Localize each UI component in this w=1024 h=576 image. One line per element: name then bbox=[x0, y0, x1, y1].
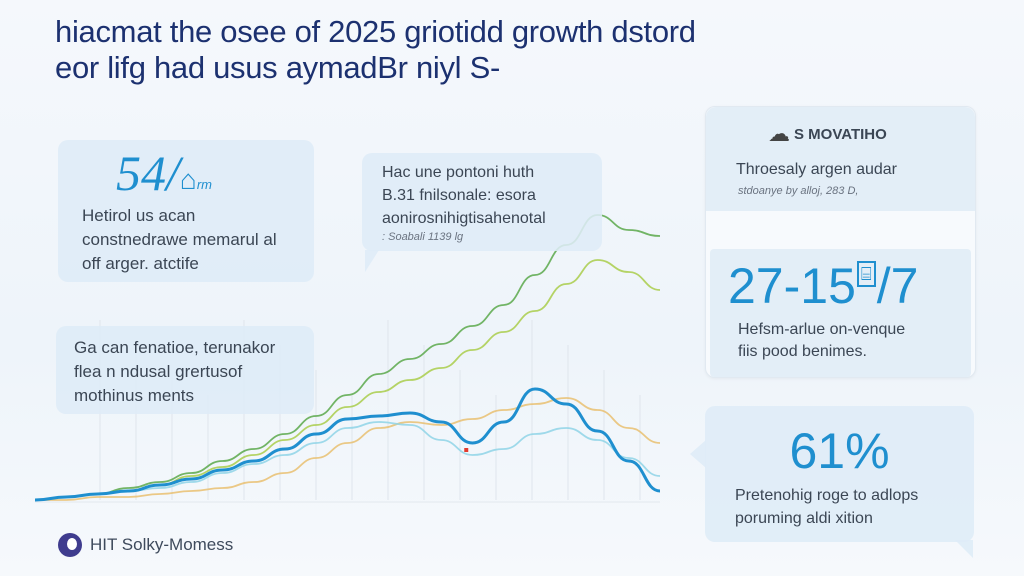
info-card-left-bottom: Ga can fenatioe, terunakor flea n ndusal… bbox=[56, 326, 314, 414]
stat-suffix: rm bbox=[196, 177, 212, 192]
card-text-line: Ga can fenatioe, terunakor bbox=[74, 338, 276, 357]
card-tail bbox=[955, 540, 973, 558]
stat-card-left-top: 54/ ⌂ rm Hetirol us acan constnedrawe me… bbox=[58, 140, 314, 282]
callout-line: Hac une pontoni huth bbox=[382, 164, 535, 181]
logo-text: HIT Solky-Momess bbox=[90, 535, 234, 554]
stat-value-end: /7 bbox=[876, 258, 919, 314]
page-title: hiacmat the osee of 2025 griotidd growth… bbox=[55, 14, 855, 86]
card-desc-line: Pretenohig roge to adlops bbox=[735, 487, 919, 504]
card-desc-line: Hefsm-arlue on-venque bbox=[738, 321, 906, 338]
card-subtitle: Throesaly argen audar bbox=[736, 161, 897, 178]
center-callout: Hac une pontoni huth B.31 fnilsonale: es… bbox=[362, 153, 602, 251]
house-icon: ⌂ bbox=[179, 164, 197, 195]
stat-value: 27-15 bbox=[728, 258, 856, 314]
card-text-line: off arger. atctife bbox=[82, 254, 199, 273]
card-text-line: flea n ndusal grertusof bbox=[74, 362, 243, 381]
card-note: stdoanye by alloj, 283 D, bbox=[738, 185, 859, 197]
card-desc-line: fiis pood benimes. bbox=[738, 343, 867, 360]
stat-value: 54/ bbox=[116, 145, 180, 201]
series-line-4 bbox=[34, 387, 661, 502]
title-line-2: eor lifg had usus aymadBr niyl S- bbox=[55, 50, 500, 85]
building-icon: ⌸ bbox=[856, 261, 876, 287]
card-text-line: Hetirol us acan bbox=[82, 206, 196, 225]
callout-tail bbox=[365, 250, 379, 272]
stat-card-right-bottom: 61% Pretenohig roge to adlops poruming a… bbox=[705, 406, 974, 542]
callout-note: : Soabali 1139 lg bbox=[382, 231, 464, 243]
card-text-line: constnedrawe memarul al bbox=[82, 230, 277, 249]
card-text-line: mothinus ments bbox=[74, 386, 194, 405]
series-line-0 bbox=[34, 214, 661, 501]
callout-line: B.31 fnilsonale: esora bbox=[382, 187, 536, 204]
stat-card-right-top: ☁ S MOVATIHO Throesaly argen audar stdoa… bbox=[705, 106, 976, 378]
highlight-marker bbox=[464, 448, 469, 452]
cloud-icon: ☁ bbox=[768, 121, 790, 146]
title-line-1: hiacmat the osee of 2025 griotidd growth… bbox=[55, 14, 696, 49]
card-tail bbox=[690, 440, 706, 468]
callout-line: aonirosnihigtisahenotal bbox=[382, 210, 546, 227]
footer-logo: HIT Solky-Momess bbox=[58, 533, 233, 557]
card-heading: S MOVATIHO bbox=[794, 125, 887, 143]
stat-value: 61% bbox=[789, 423, 890, 479]
card-desc-line: poruming aldi xition bbox=[735, 510, 873, 527]
logo-mark-icon bbox=[58, 533, 82, 557]
